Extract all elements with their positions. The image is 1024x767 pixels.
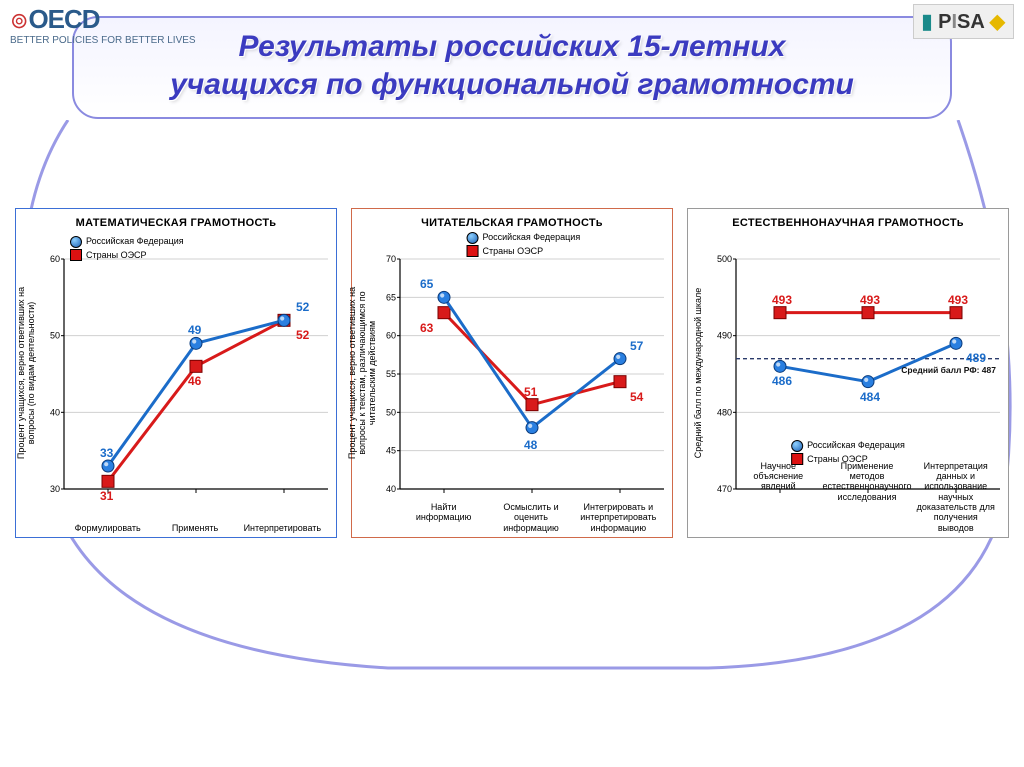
pisa-logo: ▮ PISA ◆ xyxy=(913,4,1014,39)
data-label: 33 xyxy=(100,446,113,460)
chart-science: ЕСТЕСТВЕННОНАУЧНАЯ ГРАМОТНОСТьСредний ба… xyxy=(687,208,1009,538)
legend-label: Российская Федерация xyxy=(807,439,905,453)
circle-marker-icon xyxy=(70,236,82,248)
data-label: 52 xyxy=(296,300,309,314)
legend-item: Страны ОЭСР xyxy=(70,249,184,263)
oecd-subtext: BETTER POLICIES FOR BETTER LIVES xyxy=(10,35,196,46)
x-category: Осмыслить и оценить информацию xyxy=(487,502,574,533)
x-category: Применение методов естественнонаучного и… xyxy=(821,461,914,533)
title-line-2: учащихся по функциональной грамотности xyxy=(170,68,854,101)
x-category: Интегрировать и интерпретировать информа… xyxy=(575,502,662,533)
svg-text:70: 70 xyxy=(386,254,396,264)
reference-note: Средний балл РФ: 487 xyxy=(901,365,996,375)
svg-text:40: 40 xyxy=(386,484,396,494)
svg-text:40: 40 xyxy=(50,407,60,417)
svg-text:60: 60 xyxy=(386,331,396,341)
charts-row: МАТЕМАТИЧЕСКАЯ ГРАМОТНОСТьПроцент учащих… xyxy=(10,208,1014,538)
data-label: 489 xyxy=(966,351,986,365)
svg-text:30: 30 xyxy=(50,484,60,494)
x-axis-categories: Научное объяснение явленийПрименение мет… xyxy=(736,461,998,533)
legend: Российская ФедерацияСтраны ОЭСР xyxy=(70,235,184,262)
data-label: 65 xyxy=(420,277,433,291)
legend-label: Российская Федерация xyxy=(86,235,184,249)
legend-item: Страны ОЭСР xyxy=(467,245,581,259)
x-category: Применять xyxy=(151,523,238,533)
legend-item: Российская Федерация xyxy=(467,231,581,245)
square-marker-icon xyxy=(467,245,479,257)
x-axis-categories: ФормулироватьПрименятьИнтерпретировать xyxy=(64,523,326,533)
data-label: 46 xyxy=(188,374,201,388)
legend-label: Российская Федерация xyxy=(483,231,581,245)
svg-text:60: 60 xyxy=(50,254,60,264)
x-category: Научное объяснение явлений xyxy=(736,461,821,533)
x-category: Интерпретировать xyxy=(239,523,326,533)
data-label: 57 xyxy=(630,339,643,353)
chart-reading: ЧИТАТЕЛЬСКАЯ ГРАМОТНОСТьПроцент учащихся… xyxy=(351,208,673,538)
legend-item: Российская Федерация xyxy=(791,439,905,453)
legend-label: Страны ОЭСР xyxy=(807,453,868,467)
chart-plot: 40 45 50 55 60 65 70 xyxy=(352,209,674,539)
svg-text:500: 500 xyxy=(717,254,732,264)
data-label: 48 xyxy=(524,438,537,452)
circle-marker-icon xyxy=(791,440,803,452)
page-title-container: Результаты российских 15-летних учащихся… xyxy=(72,16,952,119)
x-category: Формулировать xyxy=(64,523,151,533)
legend-label: Страны ОЭСР xyxy=(86,249,147,263)
svg-text:65: 65 xyxy=(386,292,396,302)
x-category: Найти информацию xyxy=(400,502,487,533)
data-label: 493 xyxy=(948,293,968,307)
legend-item: Российская Федерация xyxy=(70,235,184,249)
data-label: 49 xyxy=(188,323,201,337)
x-category: Интерпретация данных и использование нау… xyxy=(913,461,998,533)
oecd-logo: ⊚OECD BETTER POLICIES FOR BETTER LIVES xyxy=(10,4,196,46)
chart-math: МАТЕМАТИЧЕСКАЯ ГРАМОТНОСТьПроцент учащих… xyxy=(15,208,337,538)
square-marker-icon xyxy=(70,249,82,261)
data-label: 31 xyxy=(100,489,113,503)
page-title: Результаты российских 15-летних учащихся… xyxy=(94,28,930,103)
legend: Российская ФедерацияСтраны ОЭСР xyxy=(791,439,905,466)
circle-marker-icon xyxy=(467,232,479,244)
data-label: 486 xyxy=(772,374,792,388)
svg-text:490: 490 xyxy=(717,331,732,341)
data-label: 51 xyxy=(524,385,537,399)
svg-text:55: 55 xyxy=(386,369,396,379)
x-axis-categories: Найти информациюОсмыслить и оценить инфо… xyxy=(400,502,662,533)
data-label: 493 xyxy=(860,293,880,307)
data-label: 54 xyxy=(630,390,643,404)
legend-item: Страны ОЭСР xyxy=(791,453,905,467)
svg-text:480: 480 xyxy=(717,407,732,417)
data-label: 63 xyxy=(420,321,433,335)
svg-text:470: 470 xyxy=(717,484,732,494)
legend-label: Страны ОЭСР xyxy=(483,245,544,259)
data-label: 493 xyxy=(772,293,792,307)
svg-text:50: 50 xyxy=(50,331,60,341)
svg-text:50: 50 xyxy=(386,407,396,417)
legend: Российская ФедерацияСтраны ОЭСР xyxy=(467,231,581,258)
data-label: 52 xyxy=(296,328,309,342)
square-marker-icon xyxy=(791,453,803,465)
title-line-1: Результаты российских 15-летних xyxy=(239,30,786,63)
oecd-text: OECD xyxy=(28,4,99,34)
data-label: 484 xyxy=(860,390,880,404)
svg-text:45: 45 xyxy=(386,446,396,456)
